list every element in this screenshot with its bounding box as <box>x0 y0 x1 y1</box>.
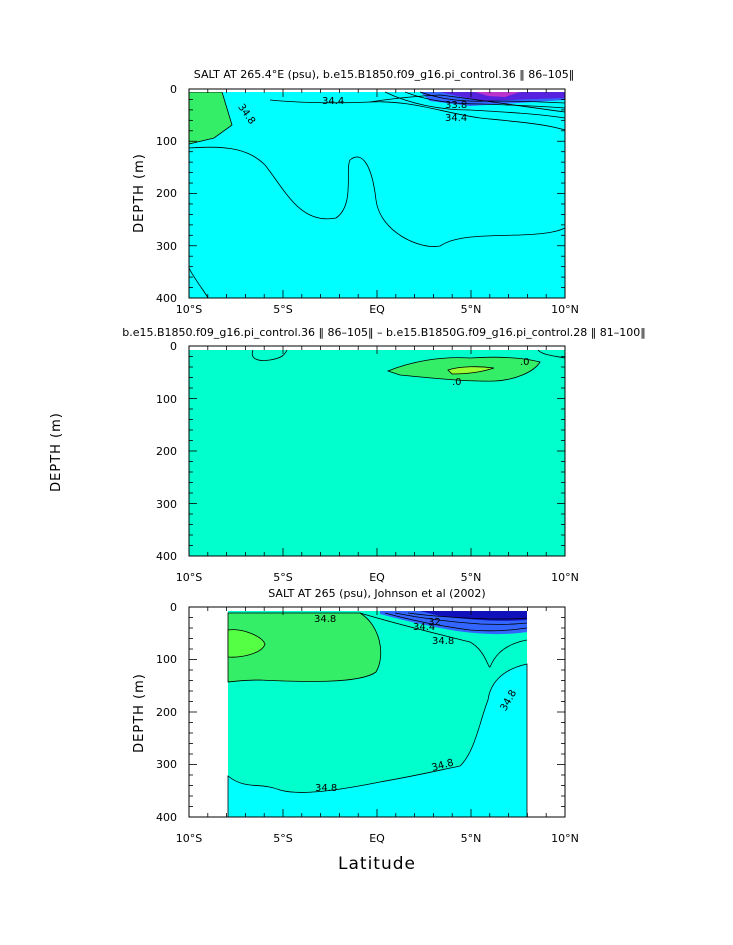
panel-2-x-tick-label: 10°S <box>176 571 202 584</box>
panel-1-contour-label: 34.4 <box>445 113 467 124</box>
panel-1-x-tick-label: 10°S <box>176 303 202 316</box>
panel-3-surface-gap <box>228 607 527 611</box>
panel-3: SALT AT 265 (psu), Johnson et al (2002) … <box>132 587 579 874</box>
panel-1-x-tick-label: 10°N <box>551 303 579 316</box>
panel-3-contour-label: 32 <box>428 617 441 628</box>
panel-1-title: SALT AT 265.4°E (psu), b.e15.B1850.f09_g… <box>194 68 574 81</box>
panel-1-contour-label: 34.4 <box>322 96 344 107</box>
panel-3-low-salinity-core <box>420 611 527 621</box>
panel-1-contour-line <box>419 91 566 104</box>
panel-3-high-salinity-core <box>227 629 266 658</box>
panel-1-y-tick-label: 400 <box>156 292 177 305</box>
panel-1: SALT AT 265.4°E (psu), b.e15.B1850.f09_g… <box>132 68 579 316</box>
panel-1-contour-label: 33.8 <box>445 100 467 111</box>
panel-2-inner-region <box>447 366 495 375</box>
panel-2-y-tick-label: 300 <box>156 498 177 511</box>
panel-3-x-tick-label: 10°S <box>176 832 202 845</box>
panel-1-x-tick-label: 5°N <box>461 303 482 316</box>
panel-1-y-tick-label: 300 <box>156 240 177 253</box>
panel-3-contour-label: 34.8 <box>315 783 337 794</box>
panel-3-y-tick-label: 200 <box>156 706 177 719</box>
panel-3-contour-line <box>407 612 528 620</box>
panel-3-contour-label: 34.8 <box>314 614 336 625</box>
panel-1-y-axis-label: DEPTH (m) <box>132 153 147 233</box>
panel-1-x-tick-label: EQ <box>369 303 385 316</box>
x-axis-label: Latitude <box>338 854 416 874</box>
panel-3-contours <box>359 612 528 668</box>
panel-3-x-tick-label: 5°S <box>273 832 292 845</box>
panel-3-contour-line <box>384 612 528 632</box>
panel-2-title: b.e15.B1850.f09_g16.pi_control.36 ‖ 86–1… <box>122 326 646 339</box>
panel-1-contour-line <box>188 146 566 247</box>
panel-1-low-salinity-core <box>475 92 520 97</box>
panel-3-ticks <box>188 606 566 818</box>
panel-1-contour-line <box>269 99 566 131</box>
panel-2-x-tick-label: 5°S <box>273 571 292 584</box>
panel-3-x-tick-label: EQ <box>369 832 385 845</box>
panel-1-plot-area: 34.4 34.8 33.8 34.4 <box>188 89 566 299</box>
panel-2-ticks <box>188 345 566 557</box>
panel-1-x-tick-label: 5°S <box>273 303 292 316</box>
panel-2-x-tick-label: 10°N <box>551 571 579 584</box>
panel-3-deep-region <box>227 663 528 818</box>
panel-1-ticks <box>188 88 566 299</box>
panel-3-y-tick-label: 300 <box>156 758 177 771</box>
panel-1-y-tick-label: 0 <box>170 83 177 96</box>
panel-2: b.e15.B1850.f09_g16.pi_control.36 ‖ 86–1… <box>49 326 646 584</box>
panel-2-contour-line <box>537 349 566 359</box>
panel-2-contours <box>251 349 566 361</box>
panel-3-contour-line <box>359 612 528 668</box>
panel-1-background <box>189 89 565 298</box>
panel-3-y-tick-label: 400 <box>156 811 177 824</box>
panel-2-x-tick-label: EQ <box>369 571 385 584</box>
panel-3-plot-area: 34.8 32 34.4 34.8 34.8 34.8 34.8 <box>227 607 528 818</box>
panel-2-y-tick-label: 400 <box>156 550 177 563</box>
panel-2-plot-area: .0 .0 <box>189 346 566 556</box>
panel-3-contour-line <box>394 612 528 625</box>
panel-2-y-tick-label: 100 <box>156 393 177 406</box>
panel-2-background <box>189 346 565 556</box>
panel-3-x-tick-label: 5°N <box>461 832 482 845</box>
panel-3-x-tick-label: 10°N <box>551 832 579 845</box>
panel-2-x-tick-label: 5°N <box>461 571 482 584</box>
panel-1-y-tick-label: 200 <box>156 187 177 200</box>
panel-3-title: SALT AT 265 (psu), Johnson et al (2002) <box>268 587 485 600</box>
panel-1-y-tick-label: 100 <box>156 135 177 148</box>
panel-3-contour-label: 34.8 <box>432 636 454 647</box>
panel-2-y-tick-label: 200 <box>156 445 177 458</box>
panel-3-high-salinity-region <box>227 612 382 683</box>
panel-1-contour-line <box>188 267 209 299</box>
panel-2-y-axis-label: DEPTH (m) <box>49 412 64 492</box>
panel-1-contour-line <box>384 91 566 119</box>
panel-2-contour-label: .0 <box>452 377 462 388</box>
panel-3-y-axis-label: DEPTH (m) <box>132 673 147 753</box>
panel-2-contour-label: .0 <box>520 357 530 368</box>
panel-2-y-tick-label: 0 <box>170 340 177 353</box>
panel-1-contour-line <box>404 91 566 109</box>
panel-2-contour-line <box>251 349 288 361</box>
panel-1-contours <box>188 91 566 299</box>
panel-3-contour-label: 34.4 <box>413 622 435 633</box>
panel-3-y-tick-label: 0 <box>170 601 177 614</box>
panel-3-y-tick-label: 100 <box>156 653 177 666</box>
panel-1-contour-line <box>369 94 566 113</box>
